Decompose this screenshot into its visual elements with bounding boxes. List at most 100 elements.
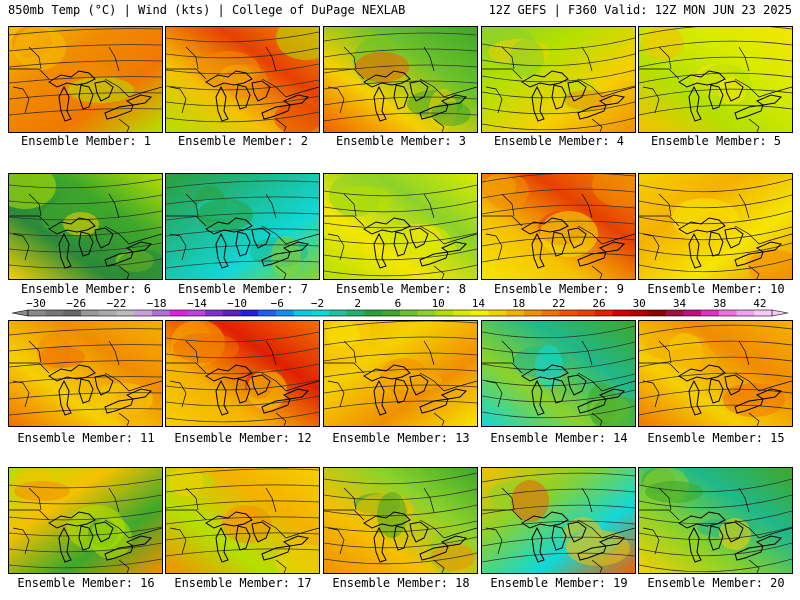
great-lakes-outline (48, 364, 96, 382)
height-contour-line (482, 220, 635, 231)
temperature-contour-fill (197, 199, 253, 231)
height-contour-line (9, 360, 162, 368)
border-line (658, 340, 672, 364)
border-line (275, 412, 287, 426)
colorbar-swatch (81, 310, 100, 316)
great-lakes-outline (419, 545, 449, 561)
colorbar-swatch (754, 310, 773, 316)
height-contour-line (639, 194, 792, 209)
temperature-contour-fill (39, 346, 85, 368)
border-line (581, 340, 593, 366)
temperature-contour-fill (511, 480, 549, 522)
great-lakes-outline (282, 241, 310, 253)
height-contour-line (166, 395, 319, 407)
height-contour-line (324, 400, 477, 410)
border-line (9, 362, 50, 374)
temperature-contour-fill (642, 27, 684, 60)
temperature-contour-fill (271, 236, 301, 278)
great-lakes-outline (205, 364, 253, 382)
colorbar-swatch (683, 310, 702, 316)
colorbar-swatch (258, 310, 277, 316)
border-line (118, 412, 130, 426)
height-contour-line (482, 101, 635, 115)
border-line (591, 412, 603, 426)
great-lakes-outline (531, 232, 545, 269)
temperature-contour-fill (14, 481, 70, 501)
height-contour-line (166, 180, 319, 189)
height-contour-line (9, 108, 162, 116)
border-line (485, 86, 503, 114)
great-lakes-outline (261, 545, 291, 561)
great-lakes-outline (125, 388, 153, 400)
great-lakes-outline (551, 231, 567, 257)
height-contour-line (639, 178, 792, 193)
great-lakes-outline (755, 535, 783, 547)
great-lakes-outline (708, 84, 724, 110)
border-line (581, 193, 593, 219)
height-contour-line (9, 542, 162, 553)
ensemble-member-label: Ensemble Member: 5 (650, 134, 782, 148)
great-lakes-outline (567, 521, 587, 543)
border-line (658, 487, 672, 511)
height-contour-line (639, 510, 792, 525)
temperature-contour-fill (9, 174, 56, 209)
great-lakes-outline (521, 511, 569, 529)
great-lakes-outline (282, 388, 310, 400)
height-contour-line (166, 516, 319, 525)
border-line (734, 372, 792, 392)
ensemble-member-label: Ensemble Member: 16 (17, 576, 155, 590)
border-line (748, 265, 760, 279)
ensemble-member-label: Ensemble Member: 13 (332, 431, 470, 445)
great-lakes-outline (419, 398, 449, 414)
colorbar-swatch (152, 310, 171, 316)
great-lakes-outline (734, 398, 764, 414)
ensemble-member-map (165, 26, 320, 133)
great-lakes-outline (688, 85, 702, 122)
great-lakes-outline (688, 379, 702, 416)
temperature-contour-fill (355, 52, 409, 82)
border-line (28, 340, 42, 364)
height-contour-line (166, 31, 319, 43)
border-line (591, 118, 603, 132)
border-line (166, 509, 207, 521)
border-line (501, 46, 515, 70)
height-contour-line (324, 552, 477, 565)
border-line (482, 68, 523, 80)
great-lakes-outline (78, 84, 94, 110)
border-line (738, 487, 750, 513)
colorbar-swatch (612, 310, 631, 316)
ensemble-member-map (8, 26, 163, 133)
border-line (265, 487, 277, 513)
colorbar-swatch (630, 310, 649, 316)
border-line (9, 68, 50, 80)
great-lakes-outline (567, 227, 587, 249)
height-contour-line (482, 405, 635, 419)
temperature-contour-fill (485, 174, 529, 209)
great-lakes-outline (373, 85, 387, 122)
ensemble-member-label: Ensemble Member: 9 (493, 282, 625, 296)
border-line (166, 215, 207, 227)
colorbar-swatch (506, 310, 525, 316)
height-contour-line (166, 379, 319, 391)
border-line (104, 78, 162, 98)
border-line (265, 46, 277, 72)
ensemble-member-label: Ensemble Member: 10 (647, 282, 785, 296)
border-line (118, 265, 130, 279)
ensemble-member-map (323, 173, 478, 280)
ensemble-member-map (638, 173, 793, 280)
colorbar-swatch (63, 310, 82, 316)
height-contour-line (324, 336, 477, 346)
height-contour-line (9, 494, 162, 505)
great-lakes-outline (551, 84, 567, 110)
great-lakes-outline (598, 241, 626, 253)
height-contour-line (482, 504, 635, 515)
border-line (433, 412, 445, 426)
great-lakes-outline (678, 70, 726, 88)
border-line (275, 118, 287, 132)
border-line (327, 527, 345, 555)
border-line (327, 86, 345, 114)
border-line (324, 362, 365, 374)
border-line (734, 78, 792, 98)
border-line (433, 265, 445, 279)
height-contour-line (324, 112, 477, 122)
